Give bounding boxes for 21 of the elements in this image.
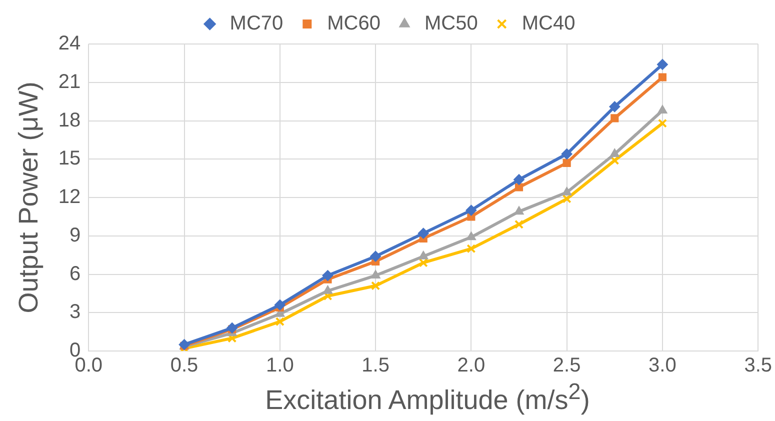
legend-label: MC60: [327, 12, 381, 35]
y-tick-label: 12: [58, 186, 81, 208]
x-tick-label: 1.5: [362, 354, 390, 377]
x-tick-label: 1.0: [266, 354, 294, 377]
x-tick-label: 2.0: [457, 354, 486, 377]
y-tick-label: 21: [58, 70, 81, 93]
legend-label: MC40: [522, 12, 576, 35]
x-tick-label: 0.5: [170, 354, 198, 377]
y-axis-title: Output Power (μW): [14, 82, 44, 314]
x-tick-label: 3.5: [744, 354, 772, 377]
x-tick-label: 3.0: [648, 354, 676, 377]
y-tick-label: 6: [70, 262, 81, 285]
y-tick-label: 3: [70, 301, 81, 324]
legend-label: MC50: [424, 12, 478, 35]
y-tick-label: 15: [58, 148, 81, 170]
y-tick-label: 18: [58, 109, 81, 132]
x-axis-title: Excitation Amplitude (m/s$^{2}$): [264, 378, 591, 416]
y-tick-label: 24: [58, 32, 81, 55]
x-tick-label: 2.5: [552, 354, 581, 377]
legend-label: MC70: [230, 12, 284, 35]
y-tick-label: 9: [70, 224, 81, 246]
